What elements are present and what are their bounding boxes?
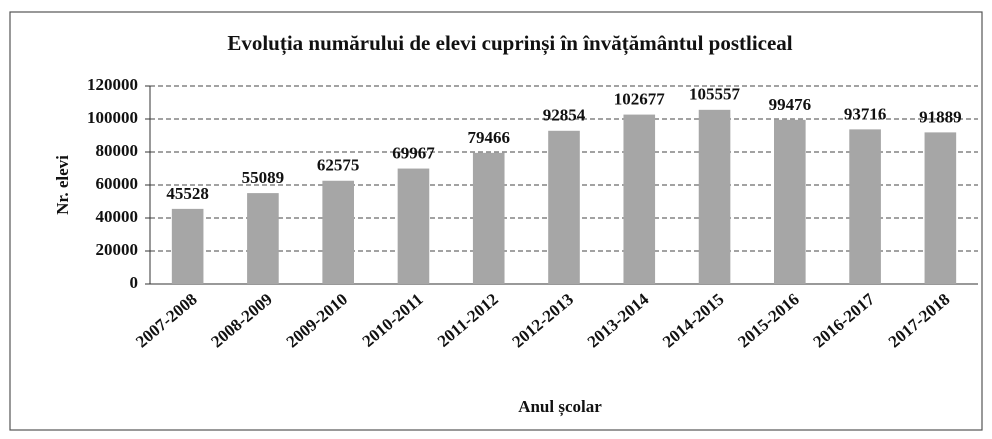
data-label: 92854 bbox=[543, 106, 586, 125]
y-tick-label: 80000 bbox=[96, 141, 139, 160]
bar bbox=[322, 180, 354, 284]
bar bbox=[924, 132, 957, 284]
y-tick-label: 0 bbox=[130, 273, 139, 292]
bar bbox=[849, 129, 881, 284]
data-label: 79466 bbox=[467, 128, 510, 147]
data-label: 102677 bbox=[614, 89, 666, 108]
y-tick-label: 20000 bbox=[96, 240, 139, 259]
data-label: 62575 bbox=[317, 156, 360, 175]
x-axis-label: Anul școlar bbox=[518, 397, 602, 417]
bar bbox=[548, 130, 580, 284]
bar bbox=[397, 168, 430, 284]
y-tick-label: 40000 bbox=[96, 207, 139, 226]
data-label: 55089 bbox=[242, 168, 285, 187]
y-tick-label: 120000 bbox=[87, 75, 138, 94]
data-label: 105557 bbox=[689, 85, 741, 104]
y-tick-label: 60000 bbox=[96, 174, 139, 193]
data-label: 69967 bbox=[392, 143, 435, 162]
bar bbox=[774, 119, 806, 285]
y-axis-label: Nr. elevi bbox=[53, 155, 72, 215]
bar bbox=[623, 114, 656, 284]
data-label: 45528 bbox=[166, 184, 209, 203]
bar bbox=[171, 208, 204, 284]
bar bbox=[247, 193, 279, 284]
chart-title: Evoluția numărului de elevi cuprinși în … bbox=[227, 31, 792, 56]
y-tick-label: 100000 bbox=[87, 108, 138, 127]
bar bbox=[698, 109, 731, 284]
data-label: 93716 bbox=[844, 104, 887, 123]
data-label: 99476 bbox=[769, 95, 812, 114]
data-label: 91889 bbox=[919, 107, 962, 126]
bar bbox=[472, 152, 505, 284]
